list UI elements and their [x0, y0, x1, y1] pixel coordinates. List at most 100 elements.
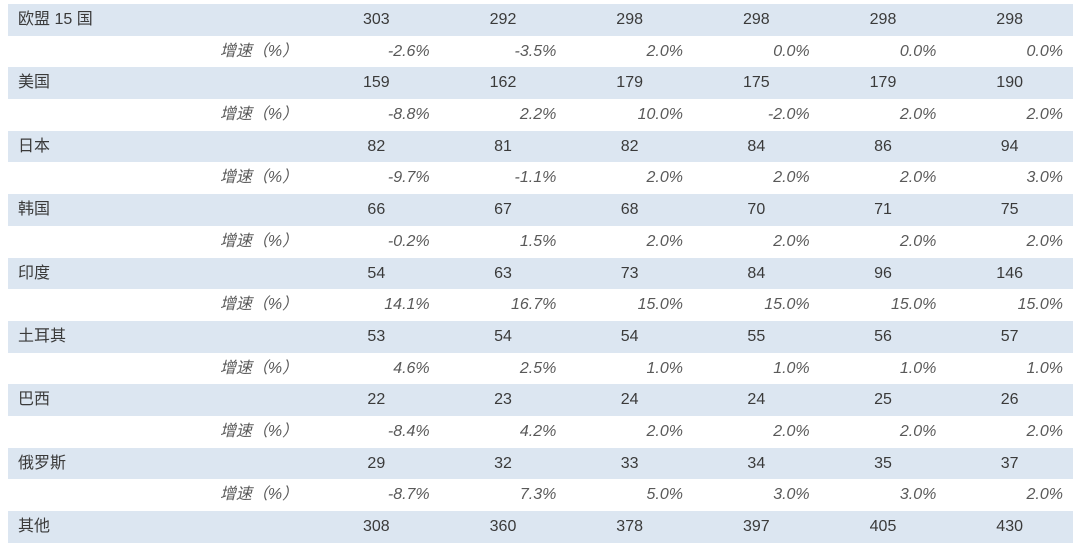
region-name: 其他 [18, 518, 51, 535]
growth-cell: 1.0% [899, 359, 937, 377]
value-cell: 298 [742, 11, 770, 28]
growth-cell: 1.0% [1026, 359, 1063, 377]
growth-cell: 1.0% [773, 359, 810, 377]
growth-row: 增速（%） -2.6% -3.5% 2.0% 0.0% 0.0% 0.0% [8, 36, 1073, 68]
value-cell: 73 [620, 264, 639, 282]
growth-cell: 2.0% [646, 232, 683, 250]
growth-row: 增速（%） -8.8% 2.2% 10.0% -2.0% 2.0% 2.0% [8, 99, 1073, 131]
table-row: 巴西 22 23 24 24 25 26 [8, 384, 1073, 416]
region-name: 日本 [18, 137, 51, 155]
growth-cell: -2.6% [387, 42, 430, 60]
value-cell: 68 [620, 201, 639, 219]
growth-cell: 2.5% [519, 359, 557, 377]
growth-row: 增速（%） -9.7% -1.1% 2.0% 2.0% 2.0% 3.0% [8, 162, 1073, 194]
growth-label: 增速（%） [219, 422, 299, 440]
growth-cell: -8.4% [387, 422, 430, 440]
value-cell: 298 [996, 11, 1023, 28]
value-cell: 57 [1000, 327, 1019, 345]
growth-cell: 2.0% [1026, 486, 1063, 504]
value-cell: 86 [874, 137, 892, 155]
value-cell: 24 [620, 391, 639, 409]
growth-cell: 2.0% [773, 422, 810, 440]
growth-label: 增速（%） [219, 106, 299, 124]
table-row: 印度 54 63 73 84 96 146 [8, 257, 1073, 290]
value-cell: 292 [489, 11, 517, 28]
value-cell: 67 [494, 201, 512, 219]
value-cell: 29 [367, 454, 386, 472]
value-cell: 54 [620, 327, 639, 345]
growth-cell: 3.0% [899, 486, 937, 504]
growth-cell: 4.2% [519, 422, 557, 440]
value-cell: 37 [1000, 454, 1019, 472]
value-cell: 75 [1000, 201, 1019, 219]
growth-cell: 2.0% [899, 422, 937, 440]
table-row: 美国 159 162 179 175 179 190 [8, 67, 1073, 100]
value-cell: 405 [869, 518, 897, 535]
value-cell: 360 [489, 518, 517, 535]
region-name: 韩国 [18, 201, 51, 219]
value-cell: 298 [869, 11, 897, 28]
growth-cell: 2.0% [1026, 106, 1063, 124]
growth-row: 增速（%） -8.7% 7.3% 5.0% 3.0% 3.0% 2.0% [8, 479, 1073, 511]
value-cell: 70 [747, 201, 766, 219]
value-cell: 23 [494, 391, 512, 409]
value-cell: 162 [489, 74, 517, 92]
growth-row: 增速（%） 4.6% 2.5% 1.0% 1.0% 1.0% 1.0% [8, 353, 1073, 385]
value-cell: 66 [367, 201, 386, 219]
value-cell: 25 [874, 391, 892, 409]
table-row: 日本 82 81 82 84 86 94 [8, 130, 1073, 163]
growth-cell: -2.0% [767, 106, 810, 124]
growth-cell: 4.6% [393, 359, 430, 377]
growth-label: 增速（%） [219, 232, 299, 250]
value-cell: 298 [616, 11, 643, 28]
table-row: 其他 308 360 378 397 405 430 [8, 511, 1073, 543]
value-cell: 430 [996, 518, 1023, 535]
value-cell: 159 [362, 74, 390, 92]
value-cell: 96 [874, 264, 892, 282]
table-row: 韩国 66 67 68 70 71 75 [8, 194, 1073, 226]
value-cell: 84 [747, 137, 766, 155]
growth-row: 增速（%） 14.1% 16.7% 15.0% 15.0% 15.0% 15.0… [8, 289, 1073, 321]
growth-cell: 2.0% [773, 169, 810, 187]
growth-cell: 1.5% [519, 232, 557, 250]
value-cell: 81 [494, 137, 512, 155]
value-cell: 397 [742, 518, 770, 535]
growth-cell: 2.0% [773, 232, 810, 250]
growth-cell: 2.2% [519, 106, 557, 124]
growth-row: 增速（%） -8.4% 4.2% 2.0% 2.0% 2.0% 2.0% [8, 416, 1073, 448]
growth-cell: 2.0% [899, 169, 937, 187]
growth-cell: 15.0% [890, 296, 937, 314]
value-cell: 82 [620, 137, 639, 155]
value-cell: 54 [494, 327, 512, 345]
value-cell: 84 [747, 264, 766, 282]
value-cell: 82 [367, 137, 386, 155]
growth-cell: 0.0% [899, 42, 937, 60]
growth-cell: 3.0% [773, 486, 810, 504]
growth-cell: -9.7% [387, 169, 430, 187]
growth-row: 增速（%） -0.2% 1.5% 2.0% 2.0% 2.0% 2.0% [8, 226, 1073, 258]
value-cell: 378 [616, 518, 643, 535]
value-cell: 179 [616, 74, 643, 92]
growth-cell: -3.5% [514, 42, 557, 60]
growth-label: 增速（%） [219, 169, 299, 187]
region-name: 巴西 [18, 391, 51, 409]
value-cell: 63 [494, 264, 512, 282]
growth-cell: 10.0% [637, 106, 683, 124]
growth-cell: -0.2% [387, 232, 430, 250]
growth-cell: 0.0% [773, 42, 810, 60]
growth-cell: 14.1% [384, 296, 430, 314]
growth-cell: 16.7% [510, 296, 557, 314]
value-cell: 22 [367, 391, 386, 409]
growth-cell: 5.0% [646, 486, 683, 504]
region-name: 美国 [18, 74, 51, 92]
growth-cell: 1.0% [646, 359, 683, 377]
value-cell: 94 [1000, 137, 1019, 155]
region-name: 俄罗斯 [18, 454, 67, 472]
growth-label: 增速（%） [219, 42, 299, 60]
growth-cell: 2.0% [1026, 232, 1063, 250]
value-cell: 190 [996, 74, 1023, 92]
growth-cell: -8.8% [387, 106, 430, 124]
value-cell: 175 [742, 74, 770, 92]
table-row: 欧盟 15 国 303 292 298 298 298 298 [8, 4, 1073, 36]
value-cell: 33 [620, 454, 639, 472]
